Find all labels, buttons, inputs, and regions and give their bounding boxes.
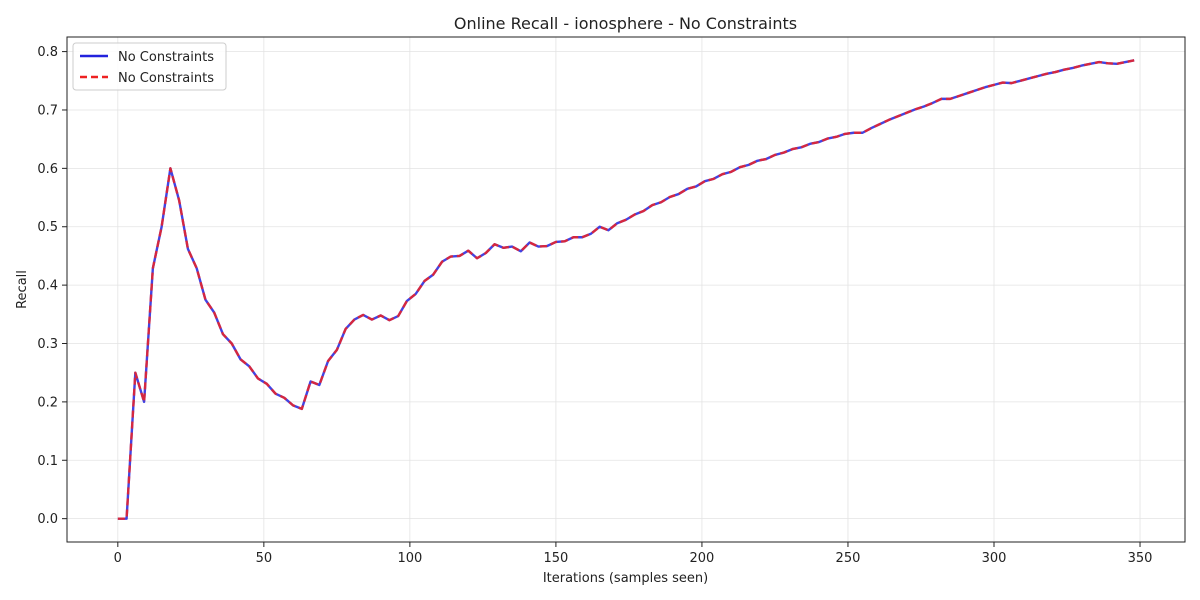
y-tick-label: 0.7 — [37, 103, 58, 118]
x-tick-label: 250 — [836, 551, 861, 566]
y-tick-label: 0.1 — [37, 454, 58, 469]
x-tick-label: 50 — [256, 551, 273, 566]
x-tick-label: 100 — [397, 551, 422, 566]
legend: No Constraints No Constraints — [72, 42, 227, 91]
y-tick-label: 0.6 — [37, 162, 58, 177]
series-layer — [117, 59, 1135, 520]
series-line-2 — [117, 59, 1135, 520]
y-tick-label: 0.2 — [37, 395, 58, 410]
x-tick-label: 350 — [1128, 551, 1153, 566]
y-tick-label: 0.8 — [37, 45, 58, 60]
chart-title: Online Recall - ionosphere - No Constrai… — [454, 14, 797, 33]
y-tick-label: 0.5 — [37, 220, 58, 235]
x-axis-label: Iterations (samples seen) — [543, 571, 708, 586]
legend-box — [72, 42, 227, 91]
x-tick-label: 300 — [982, 551, 1007, 566]
x-tick-label: 0 — [114, 551, 122, 566]
legend-label-series-1: No Constraints — [118, 50, 214, 65]
y-tick-label: 0.0 — [37, 512, 58, 527]
grid — [67, 37, 1185, 542]
y-tick-label: 0.3 — [37, 337, 58, 352]
y-axis-label: Recall — [15, 270, 30, 309]
y-tick-label: 0.4 — [37, 279, 58, 294]
x-tick-label: 150 — [543, 551, 568, 566]
plot-frame — [66, 36, 1186, 543]
legend-label-series-2: No Constraints — [118, 71, 214, 86]
x-tick-label: 200 — [690, 551, 715, 566]
ticks: 0 50 100 150 200 250 300 350 0.0 0.1 0.2 0.3 0.4 0.5 0… — [37, 45, 1152, 566]
